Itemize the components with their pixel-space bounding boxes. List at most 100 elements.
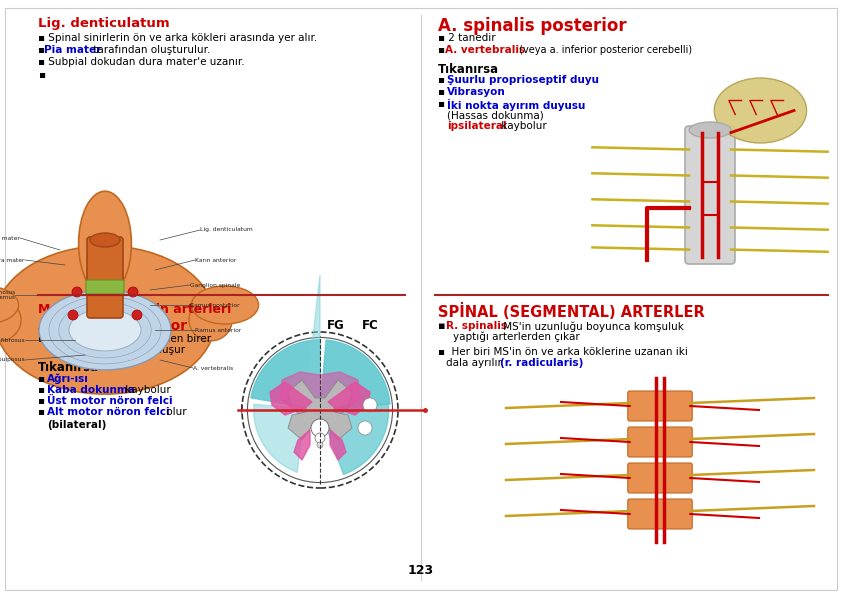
Text: Ramus anterior: Ramus anterior	[195, 327, 242, 333]
Ellipse shape	[714, 78, 807, 143]
Polygon shape	[320, 404, 389, 474]
Text: (bilateral): (bilateral)	[47, 420, 106, 430]
Circle shape	[317, 442, 323, 448]
Text: ▪: ▪	[38, 334, 48, 344]
Text: Annulus fibrosus: Annulus fibrosus	[0, 337, 25, 343]
Text: Tıkanırsa: Tıkanırsa	[438, 63, 499, 76]
Circle shape	[128, 287, 138, 297]
Text: FC: FC	[362, 319, 379, 332]
Text: A. vertebralis: A. vertebralis	[445, 45, 525, 55]
Text: A. spinalis posterior: A. spinalis posterior	[438, 17, 626, 35]
Text: FG: FG	[327, 319, 344, 332]
Text: 'lerden gelen birer: 'lerden gelen birer	[115, 334, 211, 344]
Ellipse shape	[0, 286, 19, 324]
Text: dalın birleşmesi ile oluşur: dalın birleşmesi ile oluşur	[51, 345, 185, 355]
FancyBboxPatch shape	[628, 463, 692, 493]
Text: MS’in ön 2/3’ünü besler: MS’in ön 2/3’ünü besler	[240, 402, 397, 415]
Text: ▪: ▪	[38, 385, 48, 395]
Text: Şuurlu proprioseptif duyu: Şuurlu proprioseptif duyu	[447, 75, 599, 85]
Text: Arachnoidea mater: Arachnoidea mater	[0, 236, 20, 240]
Text: ipsilateral: ipsilateral	[447, 121, 507, 131]
Text: ▪: ▪	[438, 45, 448, 55]
Text: Nucleus pulposus: Nucleus pulposus	[0, 358, 25, 362]
Text: A. vertebralis: A. vertebralis	[45, 334, 125, 344]
Text: Ganglion spinale: Ganglion spinale	[190, 283, 240, 287]
Text: ▪: ▪	[38, 407, 48, 417]
Polygon shape	[328, 382, 370, 415]
Text: kaybolur: kaybolur	[498, 121, 546, 131]
Polygon shape	[270, 382, 312, 415]
Circle shape	[72, 287, 82, 297]
Circle shape	[315, 433, 325, 443]
Ellipse shape	[0, 299, 21, 341]
Text: ▪: ▪	[438, 321, 449, 331]
Circle shape	[68, 310, 78, 320]
Text: ▪ 2 tanedir: ▪ 2 tanedir	[438, 33, 496, 43]
Text: Alt motor nöron felci: Alt motor nöron felci	[47, 407, 169, 417]
FancyBboxPatch shape	[86, 280, 124, 294]
FancyBboxPatch shape	[685, 126, 735, 264]
FancyBboxPatch shape	[87, 237, 123, 318]
Circle shape	[132, 310, 142, 320]
Ellipse shape	[78, 191, 131, 296]
Text: Kaba dokunma: Kaba dokunma	[47, 385, 135, 395]
Circle shape	[248, 337, 392, 483]
Text: Karın anterior: Karın anterior	[195, 258, 237, 262]
Text: Plexus venosus
vertebralis internus: Plexus venosus vertebralis internus	[0, 290, 15, 300]
Text: Pia mater: Pia mater	[44, 45, 101, 55]
FancyBboxPatch shape	[628, 391, 692, 421]
Text: ▪: ▪	[438, 75, 448, 85]
Text: ▪: ▪	[38, 45, 48, 55]
Ellipse shape	[39, 290, 171, 370]
Text: (r. radicularis): (r. radicularis)	[500, 358, 584, 368]
Circle shape	[311, 419, 329, 437]
Polygon shape	[294, 430, 310, 460]
Text: Ağrı-ısı: Ağrı-ısı	[47, 374, 89, 384]
Text: (veya a. inferior posterior cerebelli): (veya a. inferior posterior cerebelli)	[516, 45, 692, 55]
Circle shape	[363, 398, 377, 412]
Text: Lig. denticulatum: Lig. denticulatum	[200, 227, 253, 233]
Polygon shape	[288, 380, 352, 440]
Text: ▪: ▪	[438, 99, 448, 109]
Text: tarafından oluşturulur.: tarafından oluşturulur.	[90, 45, 210, 55]
Text: ▪: ▪	[438, 87, 448, 97]
Text: ▪ Subpial dokudan dura mater'e uzanır.: ▪ Subpial dokudan dura mater'e uzanır.	[38, 57, 245, 67]
FancyBboxPatch shape	[628, 427, 692, 457]
Text: Tıkanırsa: Tıkanırsa	[38, 361, 99, 374]
Text: Medulla spinalis’in arterleri: Medulla spinalis’in arterleri	[38, 303, 232, 316]
Circle shape	[358, 421, 372, 435]
Ellipse shape	[90, 233, 120, 247]
Text: olur: olur	[163, 407, 187, 417]
Text: ▪: ▪	[38, 396, 48, 406]
Circle shape	[242, 332, 398, 488]
Text: kaybolur: kaybolur	[122, 385, 171, 395]
Text: A. vertebralis: A. vertebralis	[193, 365, 233, 371]
Polygon shape	[253, 275, 320, 472]
Text: ▪  Her biri MS'in ön ve arka köklerine uzanan iki: ▪ Her biri MS'in ön ve arka köklerine uz…	[438, 347, 688, 357]
Ellipse shape	[689, 122, 731, 138]
Polygon shape	[330, 430, 346, 460]
Text: R. spinalis: R. spinalis	[446, 321, 507, 331]
Ellipse shape	[0, 246, 216, 394]
Text: MS'in uzunluğu boyunca komşuluk: MS'in uzunluğu boyunca komşuluk	[500, 321, 684, 331]
Ellipse shape	[191, 286, 258, 324]
Ellipse shape	[69, 309, 141, 351]
FancyBboxPatch shape	[628, 499, 692, 529]
Text: Ramus posterior: Ramus posterior	[190, 302, 240, 308]
Text: ▪: ▪	[38, 69, 45, 79]
Text: 123: 123	[408, 564, 434, 577]
Polygon shape	[251, 340, 320, 410]
Text: A. spinalis anterior: A. spinalis anterior	[38, 319, 187, 333]
Polygon shape	[320, 340, 390, 410]
Text: ▪ Spinal sinirlerin ön ve arka kökleri arasında yer alır.: ▪ Spinal sinirlerin ön ve arka kökleri a…	[38, 33, 317, 43]
Text: ▪: ▪	[38, 374, 48, 384]
Text: Üst motor nöron felci: Üst motor nöron felci	[47, 396, 173, 406]
Text: dala ayrılır: dala ayrılır	[446, 358, 505, 368]
Text: yaptığı arterlerden çıkar: yaptığı arterlerden çıkar	[453, 332, 580, 343]
Polygon shape	[280, 372, 360, 415]
Text: Vibrasyon: Vibrasyon	[447, 87, 506, 97]
Text: SPİNAL (SEGMENTAL) ARTERLER: SPİNAL (SEGMENTAL) ARTERLER	[438, 303, 705, 320]
Text: (Hassas dokunma): (Hassas dokunma)	[447, 110, 544, 120]
Ellipse shape	[189, 299, 232, 341]
Text: Lig. denticulatum: Lig. denticulatum	[38, 17, 169, 30]
